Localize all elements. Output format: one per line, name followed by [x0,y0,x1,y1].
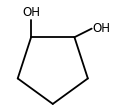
Text: OH: OH [22,6,40,19]
Text: OH: OH [92,22,110,35]
